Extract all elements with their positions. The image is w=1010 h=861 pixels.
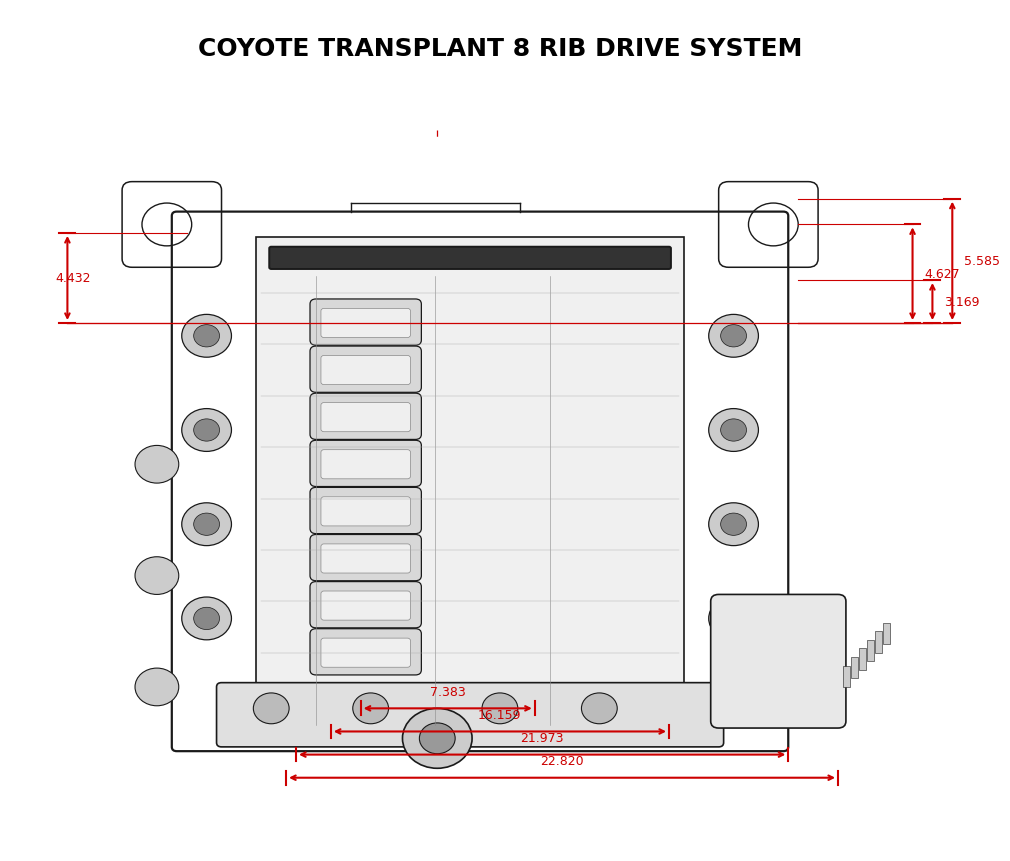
FancyBboxPatch shape: [310, 629, 421, 675]
FancyBboxPatch shape: [270, 247, 671, 269]
Circle shape: [182, 598, 231, 640]
FancyBboxPatch shape: [321, 592, 410, 621]
FancyBboxPatch shape: [310, 488, 421, 534]
FancyBboxPatch shape: [310, 393, 421, 440]
Circle shape: [709, 409, 759, 452]
FancyBboxPatch shape: [321, 356, 410, 385]
Circle shape: [194, 419, 219, 442]
Circle shape: [709, 315, 759, 358]
Circle shape: [135, 446, 179, 484]
Circle shape: [182, 503, 231, 546]
Circle shape: [582, 693, 617, 724]
Circle shape: [402, 709, 472, 768]
FancyBboxPatch shape: [321, 544, 410, 573]
Bar: [858, 648, 866, 670]
Text: 7.383: 7.383: [430, 685, 466, 698]
FancyBboxPatch shape: [216, 683, 723, 747]
Bar: [867, 640, 874, 661]
Circle shape: [194, 608, 219, 629]
Text: 5.585: 5.585: [965, 255, 1000, 268]
Circle shape: [254, 693, 289, 724]
Circle shape: [721, 325, 746, 348]
Circle shape: [709, 598, 759, 640]
FancyBboxPatch shape: [711, 595, 846, 728]
Bar: [257, 238, 684, 734]
Circle shape: [721, 419, 746, 442]
Bar: [850, 657, 857, 678]
FancyBboxPatch shape: [310, 347, 421, 393]
Text: 4.432: 4.432: [56, 272, 91, 285]
FancyBboxPatch shape: [310, 441, 421, 487]
Text: COYOTE TRANSPLANT 8 RIB DRIVE SYSTEM: COYOTE TRANSPLANT 8 RIB DRIVE SYSTEM: [198, 37, 802, 61]
Circle shape: [135, 668, 179, 706]
FancyBboxPatch shape: [321, 309, 410, 338]
FancyBboxPatch shape: [321, 638, 410, 667]
FancyBboxPatch shape: [310, 582, 421, 629]
Bar: [843, 666, 849, 687]
Circle shape: [721, 608, 746, 629]
Text: 22.820: 22.820: [540, 754, 584, 767]
Circle shape: [709, 503, 759, 546]
Circle shape: [721, 513, 746, 536]
Circle shape: [194, 513, 219, 536]
Circle shape: [352, 693, 389, 724]
Circle shape: [135, 557, 179, 595]
FancyBboxPatch shape: [321, 497, 410, 526]
Circle shape: [182, 409, 231, 452]
FancyBboxPatch shape: [310, 300, 421, 346]
Text: 21.973: 21.973: [520, 732, 564, 745]
Text: 4.627: 4.627: [924, 268, 961, 281]
FancyBboxPatch shape: [310, 535, 421, 581]
Circle shape: [482, 693, 518, 724]
Text: 3.169: 3.169: [944, 295, 980, 309]
Circle shape: [182, 315, 231, 358]
FancyBboxPatch shape: [321, 450, 410, 480]
Circle shape: [419, 723, 456, 754]
Bar: [883, 623, 890, 644]
Bar: [875, 631, 882, 653]
Circle shape: [194, 325, 219, 348]
FancyBboxPatch shape: [321, 403, 410, 432]
Text: 16.159: 16.159: [478, 709, 522, 722]
